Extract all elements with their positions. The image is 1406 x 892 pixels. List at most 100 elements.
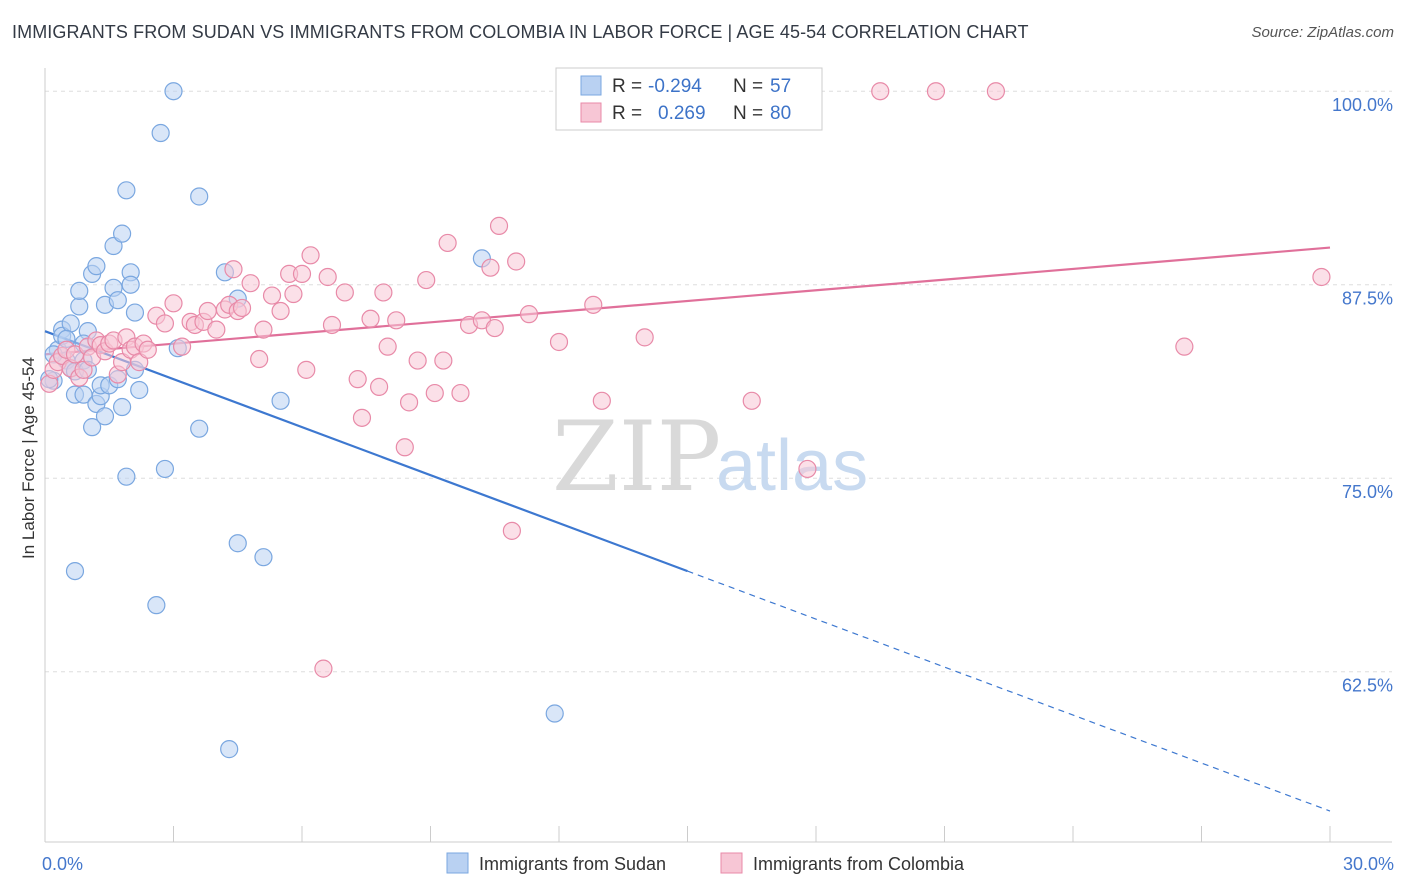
point-series0-19 — [87, 257, 106, 276]
point-series1-79 — [742, 391, 761, 410]
point-series1-38 — [241, 274, 260, 293]
point-series1-55 — [370, 377, 389, 396]
axes — [44, 68, 1392, 843]
point-series1-50 — [322, 315, 342, 335]
point-series0-43 — [190, 187, 209, 206]
point-series0-31 — [117, 181, 136, 200]
point-series1-26 — [164, 294, 183, 313]
y-tick-label-1: 75.0% — [1342, 482, 1393, 502]
point-series1-63 — [425, 383, 444, 403]
point-series0-9 — [65, 561, 85, 581]
legend-n-value-sudan: 57 — [770, 76, 791, 97]
trend-extension-series0 — [687, 570, 1331, 812]
point-series0-46 — [220, 740, 239, 759]
point-series1-84 — [1175, 337, 1194, 356]
point-series1-70 — [485, 318, 504, 338]
point-series1-35 — [224, 260, 243, 279]
point-series0-52 — [545, 704, 564, 723]
legend-swatch-sudan — [580, 75, 602, 96]
point-series1-45 — [292, 264, 312, 283]
point-series1-83 — [986, 82, 1006, 101]
point-series1-51 — [335, 283, 354, 302]
chart-title: IMMIGRANTS FROM SUDAN VS IMMIGRANTS FROM… — [12, 22, 1029, 42]
point-series1-58 — [387, 311, 406, 330]
point-series0-29 — [112, 224, 132, 243]
point-series1-77 — [592, 391, 611, 410]
point-series1-61 — [408, 351, 427, 370]
point-series0-44 — [190, 419, 209, 438]
point-series1-72 — [502, 521, 521, 540]
bottom-legend-label-sudan: Immigrants from Sudan — [479, 854, 666, 874]
legend: R = -0.294 N = 57 R = 0.269 N = 80 — [555, 67, 823, 131]
point-series1-59 — [395, 438, 414, 457]
legend-n-label-sudan: N = — [733, 76, 763, 97]
point-series0-36 — [125, 303, 145, 322]
point-series0-38 — [147, 596, 166, 615]
point-series1-40 — [254, 320, 273, 339]
point-series0-11 — [70, 281, 89, 301]
data-points — [40, 82, 1331, 759]
point-series1-46 — [297, 360, 316, 379]
point-series0-27 — [108, 291, 127, 310]
point-series1-56 — [374, 283, 393, 302]
point-series1-49 — [318, 267, 337, 287]
x-tick-label-max: 30.0% — [1343, 854, 1394, 874]
bottom-legend-swatch-colombia — [720, 852, 743, 874]
point-series0-49 — [254, 548, 273, 567]
bottom-legend: Immigrants from Sudan Immigrants from Co… — [446, 852, 965, 874]
point-series1-8 — [74, 360, 93, 379]
point-series0-39 — [151, 123, 170, 143]
point-series1-57 — [378, 337, 397, 356]
y-tick-labels: 62.5% 75.0% 87.5% 100.0% — [1332, 95, 1393, 695]
point-series1-80 — [798, 459, 817, 479]
point-series1-65 — [438, 233, 457, 253]
watermark-atlas: atlas — [716, 426, 868, 506]
point-series1-53 — [352, 408, 372, 427]
point-series1-21 — [130, 353, 149, 372]
y-axis-title: In Labor Force | Age 45-54 — [19, 357, 38, 559]
point-series1-78 — [635, 328, 654, 347]
point-series1-66 — [451, 383, 470, 403]
point-series1-64 — [434, 351, 453, 370]
point-series1-42 — [271, 301, 290, 321]
point-series1-52 — [348, 370, 367, 389]
point-series0-37 — [130, 380, 149, 400]
point-series0-32 — [117, 467, 136, 486]
point-series0-6 — [61, 314, 80, 333]
point-series1-74 — [519, 305, 539, 324]
point-series1-76 — [584, 295, 603, 314]
point-series0-23 — [95, 407, 115, 426]
point-series1-27 — [172, 337, 192, 356]
point-series1-62 — [417, 270, 436, 290]
point-series0-34 — [121, 275, 140, 294]
point-series1-31 — [198, 301, 217, 321]
point-series1-47 — [301, 246, 320, 265]
point-series1-71 — [489, 216, 509, 235]
bottom-legend-label-colombia: Immigrants from Colombia — [753, 854, 965, 874]
grid-lines — [45, 90, 1392, 673]
point-series1-25 — [155, 314, 175, 333]
point-series1-69 — [481, 258, 500, 277]
point-series0-26 — [104, 236, 123, 256]
trend-lines — [44, 246, 1331, 812]
point-series0-17 — [83, 418, 102, 437]
source-label: Source: ZipAtlas.com — [1251, 24, 1394, 41]
y-tick-label-2: 87.5% — [1342, 289, 1393, 309]
point-series0-50 — [271, 391, 290, 410]
point-series1-82 — [926, 82, 946, 101]
point-series1-37 — [232, 298, 252, 318]
legend-r-value-colombia: 0.269 — [658, 103, 706, 124]
point-series1-41 — [262, 286, 282, 305]
point-series0-47 — [228, 534, 247, 553]
watermark-zip: ZIP — [552, 401, 721, 513]
point-series1-32 — [207, 320, 226, 339]
watermark: ZIP atlas — [552, 401, 868, 513]
point-series0-41 — [164, 82, 183, 101]
point-series1-44 — [284, 284, 303, 304]
point-series0-10 — [70, 297, 89, 316]
point-series0-30 — [112, 397, 132, 417]
point-series1-48 — [314, 659, 333, 678]
bottom-legend-swatch-sudan — [446, 852, 469, 874]
legend-r-label-colombia: R = — [612, 103, 642, 124]
